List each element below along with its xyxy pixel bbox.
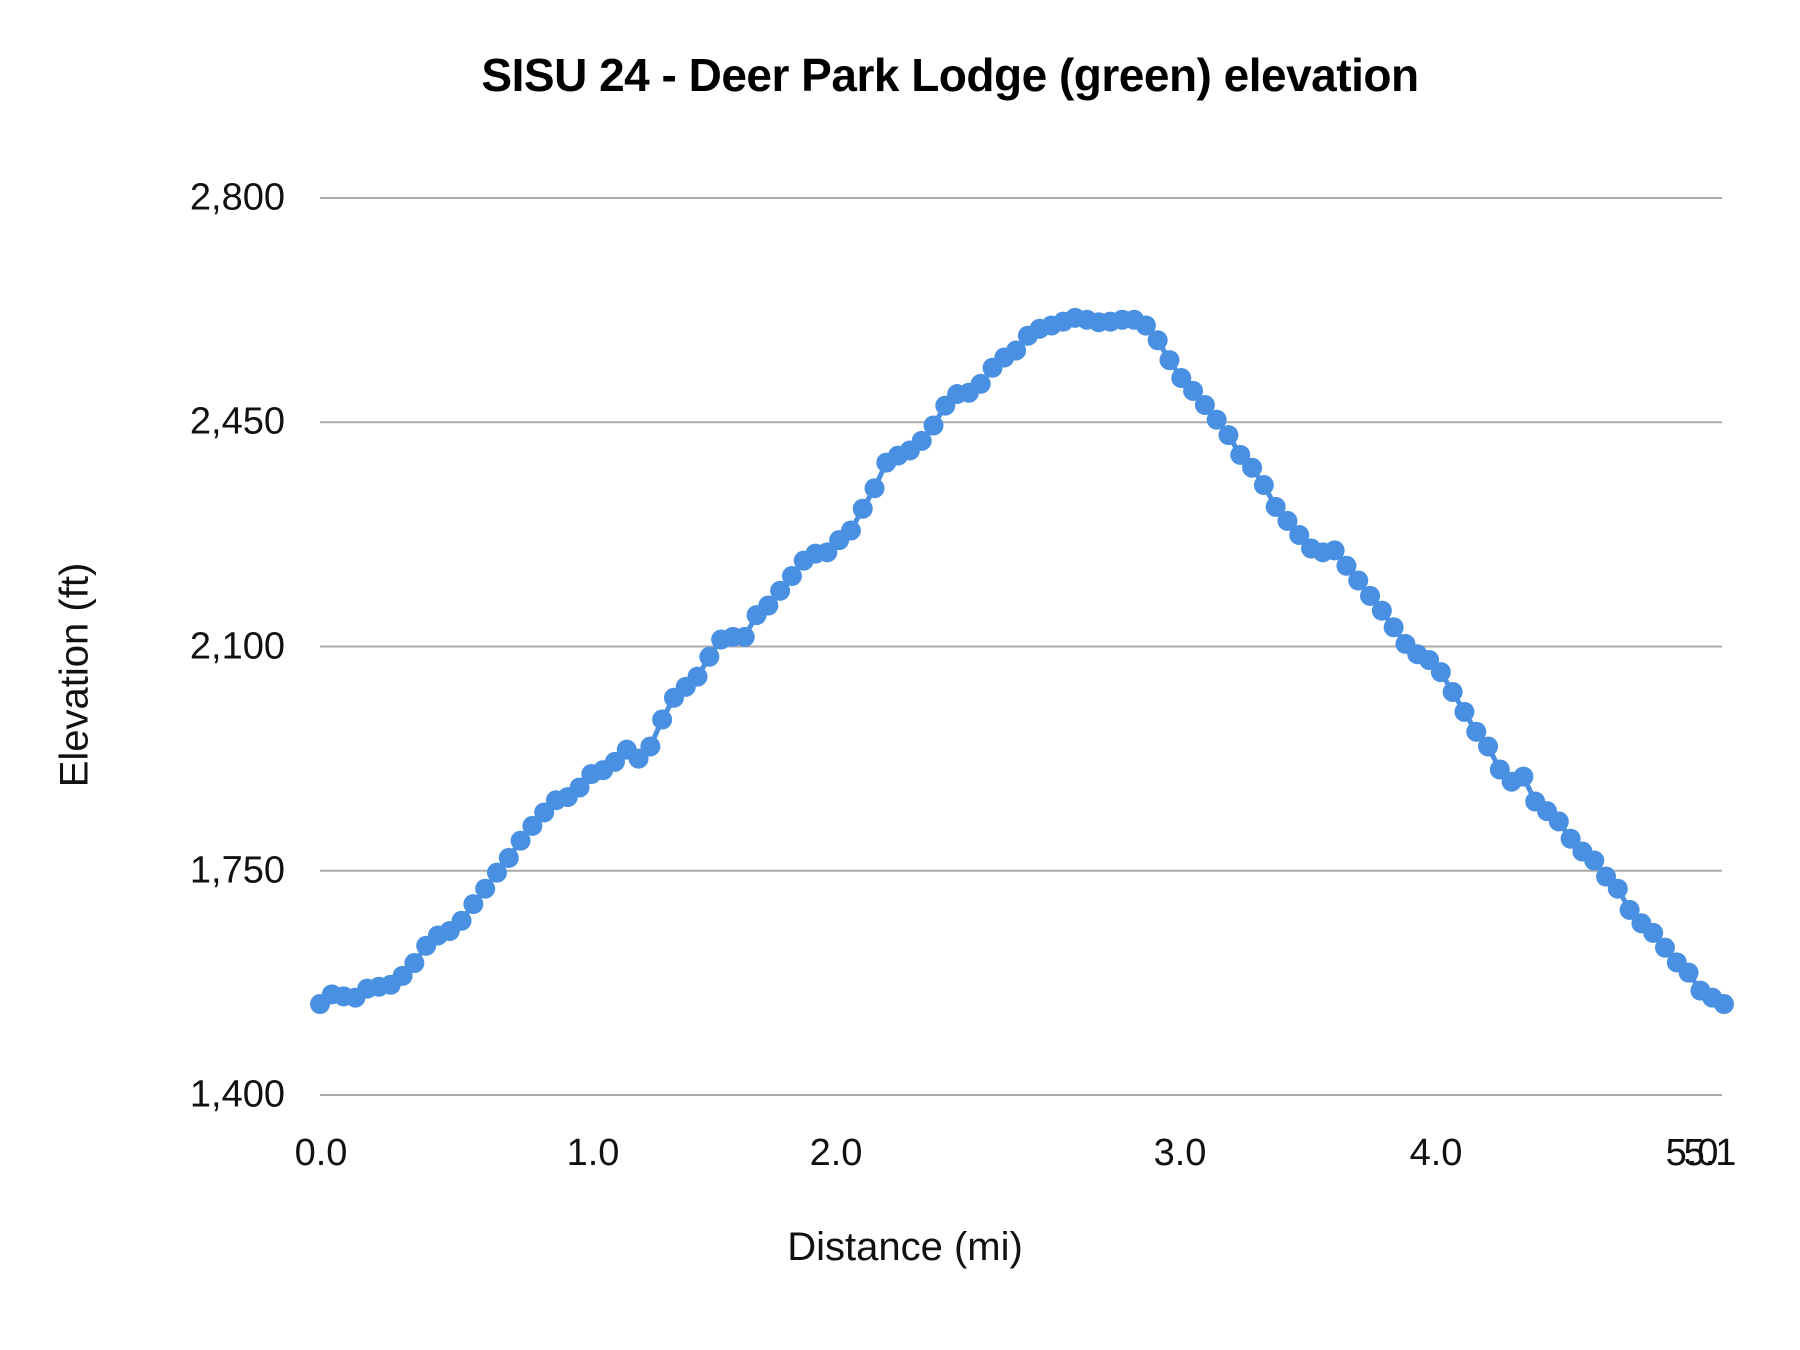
y-tick-label: 2,100 — [189, 625, 285, 667]
data-point — [1265, 496, 1286, 517]
x-axis-label: Distance (mi) — [787, 1225, 1023, 1269]
y-tick-label: 1,400 — [189, 1073, 285, 1116]
data-point — [392, 965, 413, 986]
data-point — [404, 953, 425, 974]
data-point — [970, 373, 991, 394]
data-point — [758, 595, 779, 616]
data-point — [498, 847, 519, 868]
data-point — [852, 498, 873, 519]
elevation-line — [318, 315, 1726, 1007]
data-point — [1454, 701, 1475, 722]
data-point — [840, 520, 861, 541]
data-point — [781, 566, 802, 587]
data-point — [463, 894, 484, 915]
data-point — [1619, 899, 1640, 920]
data-point — [486, 862, 507, 883]
data-point — [1560, 828, 1581, 849]
x-tick-label: 5.1 — [1683, 1132, 1737, 1174]
x-tick-label: 3.0 — [1153, 1132, 1207, 1174]
data-point — [699, 646, 720, 667]
data-point — [1360, 585, 1381, 606]
data-point — [1513, 766, 1534, 787]
chart-title: SISU 24 - Deer Park Lodge (green) elevat… — [481, 49, 1419, 101]
data-point — [1643, 922, 1664, 943]
data-point — [1478, 736, 1499, 757]
data-point — [1242, 457, 1263, 478]
data-point — [522, 815, 543, 836]
data-point — [451, 910, 472, 931]
data-point — [687, 666, 708, 687]
data-point — [569, 777, 590, 798]
data-markers — [310, 307, 1734, 1015]
data-point — [1147, 330, 1168, 351]
data-point — [1135, 315, 1156, 336]
data-point — [475, 878, 496, 899]
data-point — [1678, 962, 1699, 983]
y-tick-label: 2,800 — [189, 176, 285, 219]
data-point — [1584, 850, 1605, 871]
data-point — [510, 830, 531, 851]
x-tick-label: 5.0 — [1665, 1132, 1719, 1174]
data-point — [1218, 425, 1239, 446]
data-point — [1430, 662, 1451, 683]
data-point — [1714, 994, 1734, 1015]
y-axis-label: Elevation (ft) — [52, 562, 97, 788]
data-point — [1371, 600, 1392, 621]
data-point — [1289, 525, 1310, 546]
data-point — [1655, 937, 1676, 958]
data-point — [1171, 368, 1192, 389]
data-point — [1230, 444, 1251, 465]
y-tick-label: 1,750 — [189, 849, 285, 892]
x-tick-label: 4.0 — [1409, 1132, 1463, 1174]
data-point — [1324, 540, 1345, 561]
data-point — [770, 580, 791, 601]
data-point — [1607, 878, 1628, 899]
y-tick-label: 2,450 — [189, 400, 285, 443]
data-point — [1253, 475, 1274, 496]
data-point — [734, 626, 755, 647]
data-point — [1336, 555, 1357, 576]
x-tick-label: 2.0 — [809, 1132, 863, 1174]
data-point — [1206, 409, 1227, 430]
data-point — [1348, 570, 1369, 591]
data-point — [1183, 380, 1204, 401]
data-point — [923, 415, 944, 436]
data-point — [1006, 340, 1027, 361]
data-point — [1383, 617, 1404, 638]
data-point — [911, 430, 932, 451]
data-point — [652, 709, 673, 730]
data-point — [1277, 510, 1298, 531]
data-point — [1194, 394, 1215, 415]
data-point — [864, 478, 885, 499]
data-point — [640, 736, 661, 757]
x-tick-label: 1.0 — [566, 1132, 620, 1174]
gridlines — [320, 197, 1722, 1096]
data-point — [1442, 681, 1463, 702]
data-point — [1159, 350, 1180, 371]
data-point — [1466, 721, 1487, 742]
data-point — [1548, 811, 1569, 832]
x-tick-label: 0.0 — [294, 1132, 348, 1174]
